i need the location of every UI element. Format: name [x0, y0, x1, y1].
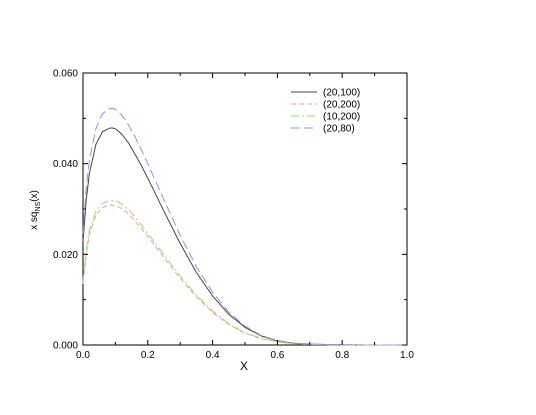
- axis-ticks: 0.0 0.2 0.4 0.6 0.8 1.0 0.000 0.020 0.040 0.060: [53, 69, 414, 362]
- series-line-3: [82, 200, 407, 346]
- x-tick-label: 0.0: [76, 350, 90, 361]
- legend-label: (10,200): [323, 112, 360, 123]
- y-tick-label: 0.040: [53, 159, 78, 170]
- series-line-1: [82, 127, 407, 346]
- legend-label: (20,200): [323, 100, 360, 111]
- x-tick-label: 0.8: [335, 350, 349, 361]
- y-tick-label: 0.000: [53, 341, 78, 352]
- x-tick-label: 0.4: [206, 350, 220, 361]
- series-line-4: [82, 107, 407, 346]
- y-axis-label-tail: (x): [29, 190, 40, 202]
- x-axis-label: X: [240, 359, 248, 373]
- legend-label: (20,80): [323, 124, 355, 135]
- series-lines: [82, 107, 407, 346]
- y-axis-label-main: x sq: [29, 212, 40, 230]
- legend-label: (20,100): [323, 88, 360, 99]
- x-tick-label: 0.6: [270, 350, 284, 361]
- series-line-2: [82, 204, 407, 346]
- x-tick-label: 0.2: [141, 350, 155, 361]
- legend: (20,100)(20,200)(10,200)(20,80): [291, 88, 360, 135]
- x-tick-label: 1.0: [400, 350, 414, 361]
- y-tick-label: 0.060: [53, 69, 78, 80]
- y-tick-label: 0.020: [53, 250, 78, 261]
- y-axis-label: x sqNS(x): [29, 190, 42, 230]
- y-axis-label-subscript: NS: [35, 201, 42, 211]
